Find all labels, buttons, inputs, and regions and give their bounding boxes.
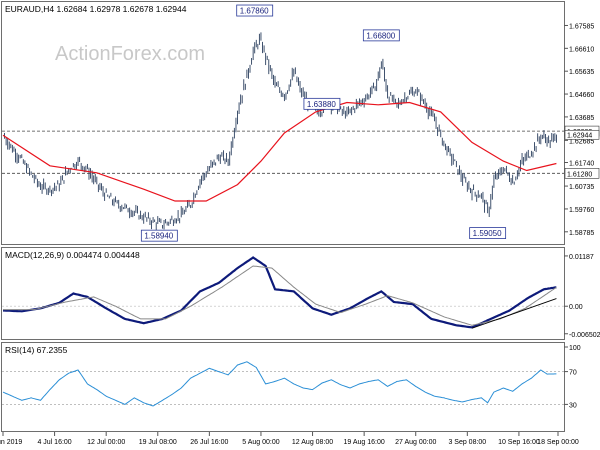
macd-panel <box>1 247 565 340</box>
price-annotation-label: 1.63880 <box>307 100 336 109</box>
watermark: ActionForex.com <box>55 43 205 65</box>
price-axis-label: 1.64660 <box>569 92 594 99</box>
time-axis-label: 3 Sep 08:00 <box>448 439 486 446</box>
time-axis-label: 5 Aug 00:00 <box>242 439 279 446</box>
level-box <box>564 168 600 179</box>
price-axis-label: 1.58785 <box>569 230 594 237</box>
time-axis-label: 18 Sep 00:00 <box>537 439 579 446</box>
price-annotation-box <box>469 227 507 239</box>
price-axis-label: 1.66610 <box>569 46 594 53</box>
rsi-axis-label: 70 <box>569 370 577 377</box>
price-axis-label: 1.63685 <box>569 115 594 122</box>
level-label: 1.61280 <box>567 171 592 178</box>
price-annotation-label: 1.58940 <box>144 232 173 241</box>
price-annotation-label: 1.67860 <box>240 7 269 16</box>
macd-trendline <box>471 298 557 329</box>
rsi-panel-title: RSI(14) 67.2355 <box>5 345 68 355</box>
price-annotation-box <box>140 229 178 242</box>
time-axis-label: 19 Jul 08:00 <box>139 439 177 446</box>
price-axis-label: 1.61740 <box>569 161 594 168</box>
time-axis-label: 12 Jul 00:00 <box>87 439 125 446</box>
rsi-axis-label: 30 <box>569 402 577 409</box>
price-panel <box>1 1 565 245</box>
price-annotation-box <box>236 4 274 17</box>
time-axis-label: 12 Aug 08:00 <box>292 439 333 446</box>
axes: 1.67585 1.66610 1.65635 1.64660 1.63685 1.626… <box>0 23 600 446</box>
price-plot: 1.67860 1.66800 1.63880 1.58940 1.59050 <box>2 4 564 242</box>
macd-axis-label: 0.00 <box>569 304 583 311</box>
price-annotation-box <box>362 29 400 42</box>
time-axis-label: 10 Sep 16:00 <box>498 439 540 446</box>
time-axis-label: 27 Aug 00:00 <box>395 439 436 446</box>
price-axis-label: 1.62685 <box>569 138 594 145</box>
current-price-label: 1.62944 <box>567 132 592 139</box>
price-annotation-box <box>303 97 341 110</box>
rsi-axis-label: 100 <box>569 345 581 352</box>
rsi-plot <box>2 361 564 407</box>
time-axis-label: 19 Aug 16:00 <box>344 439 385 446</box>
macd-signal-line <box>3 265 557 326</box>
rsi-panel <box>1 342 565 432</box>
time-axis-label: 26 Jul 16:00 <box>190 439 228 446</box>
macd-panel-title: MACD(12,26,9) 0.004474 0.004448 <box>5 250 140 260</box>
price-axis-label: 1.59760 <box>569 207 594 214</box>
macd-plot <box>2 256 564 329</box>
macd-line <box>3 256 557 329</box>
current-price-box <box>564 129 600 140</box>
price-panel-title: EURAUD,H4 1.62684 1.62978 1.62678 1.6294… <box>5 4 187 14</box>
price-annotation-label: 1.59050 <box>473 229 502 238</box>
macd-axis-label: -0.006502 <box>569 332 600 339</box>
rsi-line <box>2 361 557 407</box>
price-axis-label: 1.65635 <box>569 69 594 76</box>
time-axis-label: 4 Jul 16:00 <box>37 439 71 446</box>
moving-average-line <box>2 101 557 202</box>
price-axis-label: 1.60735 <box>569 184 594 191</box>
time-axis-label: 27 Jun 2019 <box>0 439 22 446</box>
macd-axis-label: 0.01187 <box>569 254 594 261</box>
price-axis-label: 1.67585 <box>569 23 594 30</box>
price-annotation-label: 1.66800 <box>366 31 395 40</box>
